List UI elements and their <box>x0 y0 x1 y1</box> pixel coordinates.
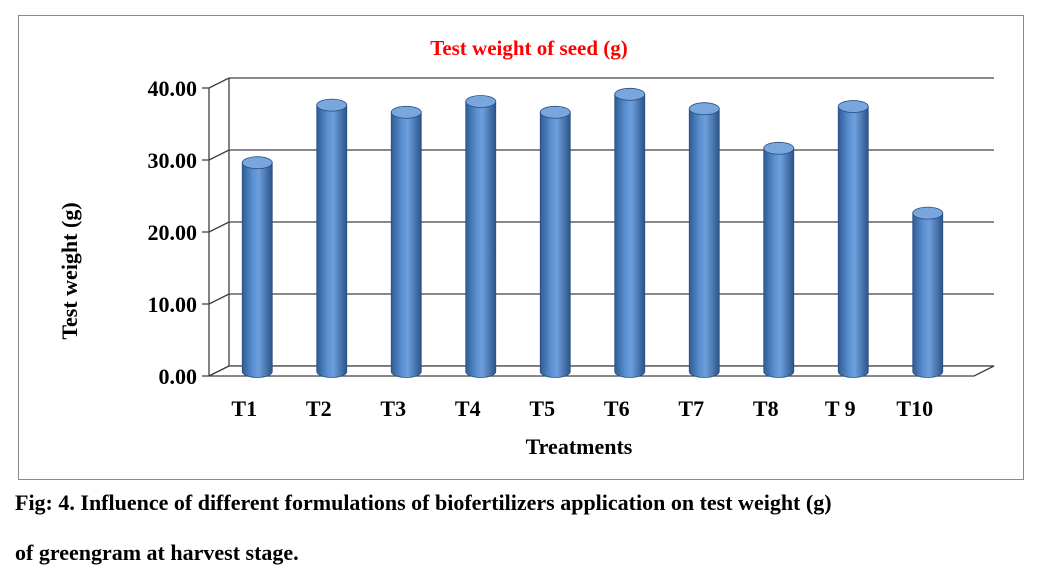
gridline-depth <box>208 221 230 233</box>
bar <box>763 141 795 378</box>
x-tick-label: T3 <box>380 396 406 421</box>
x-axis-title: Treatments <box>526 434 633 459</box>
x-tick-label: T5 <box>529 396 555 421</box>
bar <box>614 87 646 378</box>
bar-top <box>763 141 795 155</box>
y-tick-label: 40.00 <box>148 76 198 101</box>
chart-title: Test weight of seed (g) <box>430 36 628 60</box>
figure-caption-line1: Fig: 4. Influence of different formulati… <box>15 490 832 515</box>
y-tick-label: 30.00 <box>148 148 198 173</box>
axis-labels: 0.00 10.00 20.00 30.00 40.00 T1 T2 T3 T4 T5 T6 T7 T8… <box>148 76 934 421</box>
bar-top <box>912 206 944 220</box>
x-tick-label: T 9 <box>825 396 856 421</box>
bar-top <box>390 105 422 119</box>
figure-caption-line2: of greengram at harvest stage. <box>15 540 299 565</box>
bar-body <box>465 101 497 378</box>
bar-body <box>241 162 273 378</box>
x-tick-label: T2 <box>306 396 332 421</box>
x-tick-label: T8 <box>753 396 779 421</box>
bar-body <box>688 108 720 378</box>
bar-body <box>316 104 348 378</box>
x-tick-label: T4 <box>455 396 481 421</box>
bar-top <box>241 156 273 170</box>
bar-top <box>316 98 348 112</box>
y-tick-label: 10.00 <box>148 292 198 317</box>
bar <box>539 105 571 378</box>
bar <box>241 156 273 378</box>
bar <box>912 206 944 378</box>
bar-top <box>539 105 571 119</box>
bar-body <box>837 106 869 378</box>
bar-top <box>688 102 720 116</box>
bar <box>316 98 348 378</box>
y-axis-title: Test weight (g) <box>57 202 82 339</box>
bar-top <box>465 95 497 108</box>
gridline-depth <box>208 293 230 305</box>
bar-chart: Test weight of seed (g) 0.00 10.00 20.00 30… <box>57 36 995 459</box>
bar <box>465 95 497 378</box>
bar-body <box>912 212 944 378</box>
x-tick-label: T1 <box>231 396 257 421</box>
x-tick-label: T10 <box>896 396 933 421</box>
bar <box>837 100 869 378</box>
bar <box>390 105 422 378</box>
x-tick-label: T7 <box>678 396 704 421</box>
x-tick-label: T6 <box>604 396 630 421</box>
bar-top <box>837 100 869 113</box>
bar-body <box>390 111 422 378</box>
bar-body <box>763 147 795 378</box>
y-tick-label: 0.00 <box>159 364 198 389</box>
bars <box>241 87 944 378</box>
bar-body <box>614 93 646 378</box>
bar <box>688 102 720 378</box>
gridline-depth <box>208 149 230 161</box>
gridline-depth <box>208 77 230 89</box>
bar-body <box>539 111 571 378</box>
chart-frame: Test weight of seed (g) 0.00 10.00 20.00 30… <box>18 15 1024 480</box>
y-tick-label: 20.00 <box>148 220 198 245</box>
bar-top <box>614 87 646 101</box>
